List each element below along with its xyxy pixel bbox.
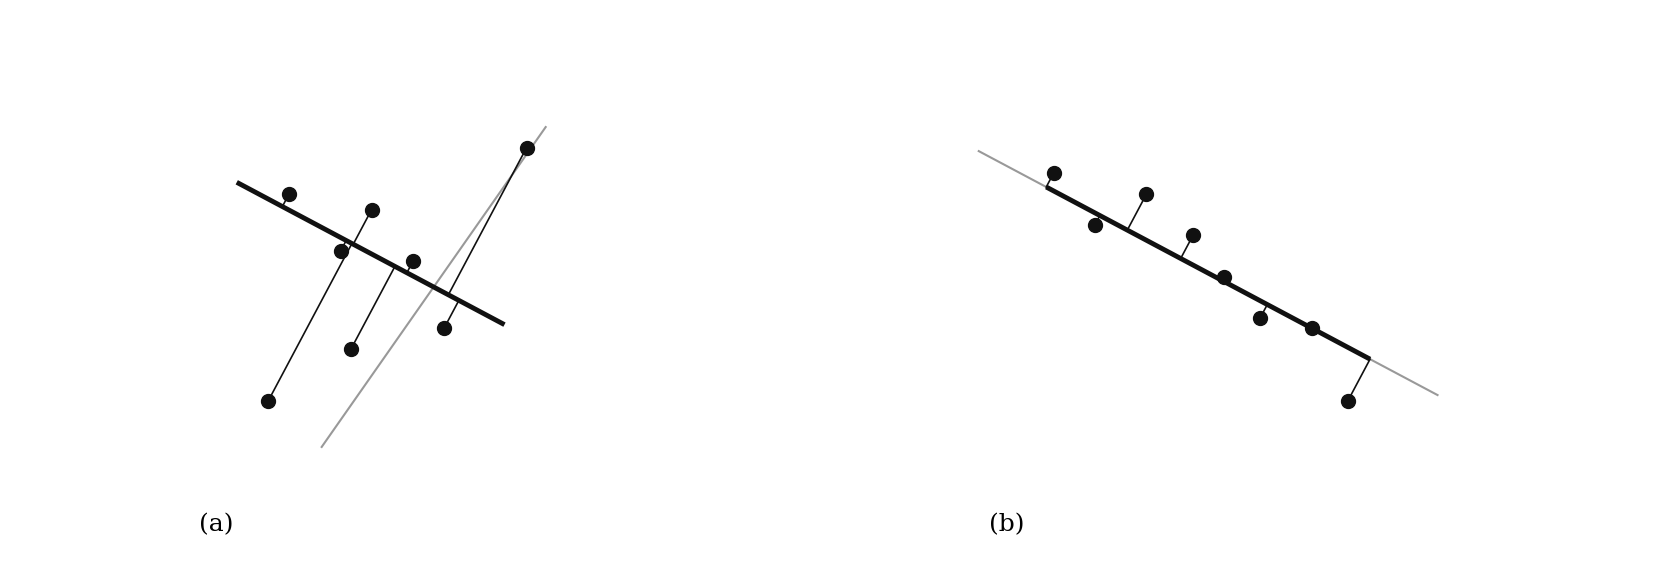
Point	[400, 257, 427, 266]
Point	[327, 246, 354, 255]
Point	[275, 189, 302, 199]
Point	[1298, 324, 1324, 333]
Point	[1334, 396, 1361, 405]
Point	[1133, 189, 1159, 199]
Point	[1211, 272, 1238, 281]
Point	[514, 143, 540, 152]
Point	[255, 396, 282, 405]
Point	[359, 205, 385, 214]
Point	[337, 344, 364, 354]
Point	[430, 324, 457, 333]
Text: (a): (a)	[200, 513, 234, 536]
Text: (b): (b)	[989, 513, 1024, 536]
Point	[1246, 313, 1273, 323]
Point	[1041, 169, 1068, 178]
Point	[1081, 220, 1108, 230]
Point	[1179, 231, 1206, 240]
